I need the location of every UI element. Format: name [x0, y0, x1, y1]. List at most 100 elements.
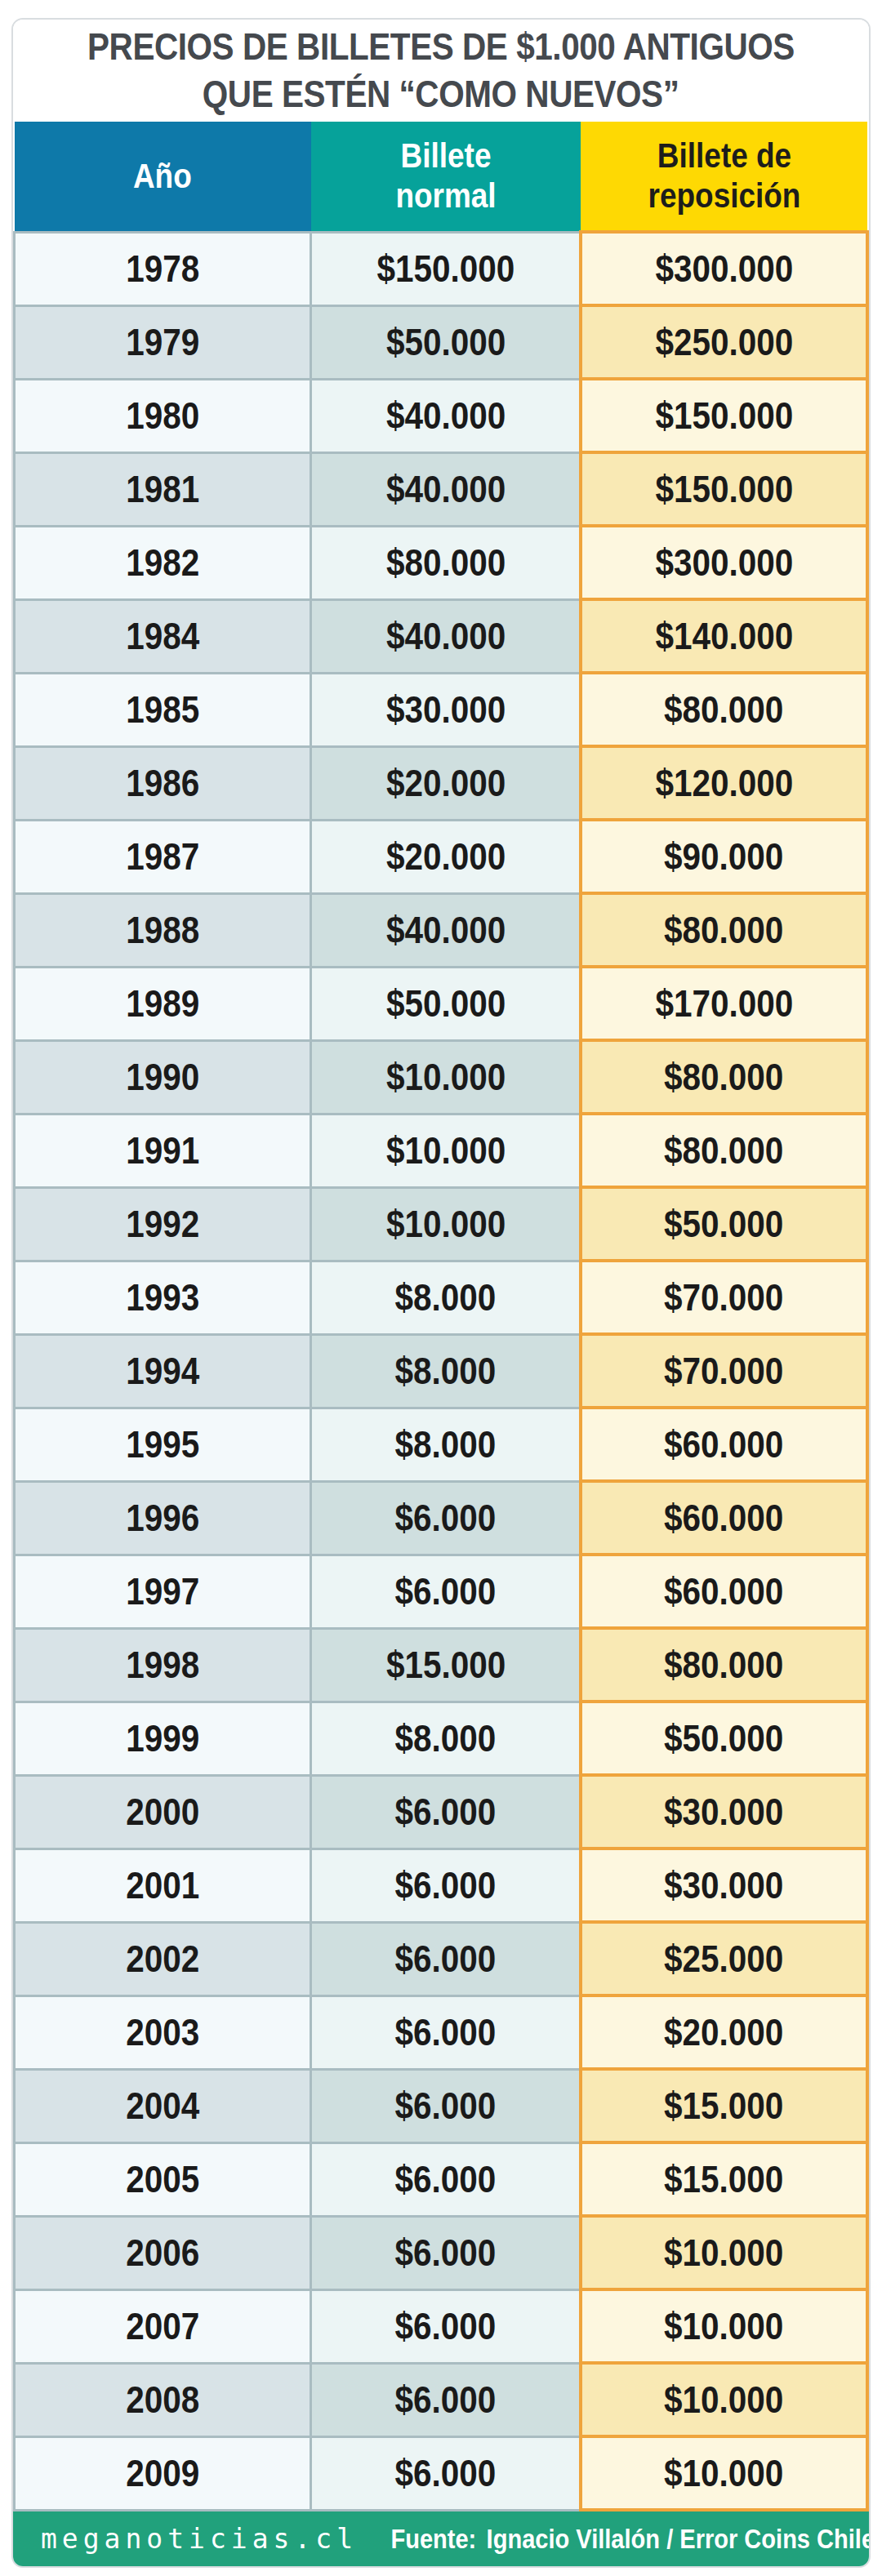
billete-normal-cell: $15.000 [311, 1628, 581, 1702]
billete-reposicion-value: $150.000 [655, 467, 793, 511]
billete-normal-cell: $6.000 [311, 1481, 581, 1555]
year-cell: 1990 [15, 1040, 311, 1114]
billete-normal-cell: $6.000 [311, 2069, 581, 2142]
table-row: 2004 $6.000 $15.000 [15, 2069, 868, 2142]
column-header-billete-reposicion-label: Billete de reposición [638, 136, 810, 216]
year-value: 1988 [126, 908, 199, 952]
table-row: 1994 $8.000 $70.000 [15, 1334, 868, 1408]
billete-normal-value: $6.000 [395, 1863, 497, 1907]
year-cell: 2006 [15, 2216, 311, 2289]
year-cell: 2004 [15, 2069, 311, 2142]
year-cell: 1998 [15, 1628, 311, 1702]
billete-normal-value: $8.000 [395, 1422, 497, 1466]
year-cell: 1982 [15, 526, 311, 599]
billete-normal-cell: $40.000 [311, 893, 581, 967]
billete-reposicion-cell: $300.000 [581, 232, 867, 305]
billete-reposicion-cell: $15.000 [581, 2142, 867, 2216]
column-header-billete-normal-label: Billete normal [367, 136, 525, 216]
billete-normal-cell: $8.000 [311, 1334, 581, 1408]
billete-normal-cell: $6.000 [311, 1555, 581, 1628]
billete-normal-value: $8.000 [395, 1716, 497, 1760]
billete-normal-cell: $6.000 [311, 2289, 581, 2363]
billete-reposicion-value: $90.000 [664, 834, 783, 879]
billete-normal-cell: $6.000 [311, 1922, 581, 1995]
billete-reposicion-value: $10.000 [664, 2231, 783, 2275]
year-value: 2005 [126, 2157, 199, 2201]
column-header-ano-label: Año [133, 157, 192, 196]
billete-normal-value: $30.000 [386, 687, 506, 732]
billete-reposicion-value: $70.000 [664, 1275, 783, 1319]
billete-normal-cell: $6.000 [311, 2436, 581, 2510]
table-row: 1985 $30.000 $80.000 [15, 673, 868, 746]
billete-reposicion-value: $50.000 [664, 1716, 783, 1760]
billete-normal-cell: $6.000 [311, 1995, 581, 2069]
billete-normal-cell: $80.000 [311, 526, 581, 599]
table-row: 2007 $6.000 $10.000 [15, 2289, 868, 2363]
billete-reposicion-value: $80.000 [664, 908, 783, 952]
footer-bar: meganoticias.cl Fuente:Ignacio Villalón … [13, 2511, 869, 2566]
billete-reposicion-value: $60.000 [664, 1569, 783, 1613]
billete-reposicion-cell: $60.000 [581, 1481, 867, 1555]
table-row: 1992 $10.000 $50.000 [15, 1187, 868, 1261]
billete-normal-cell: $50.000 [311, 305, 581, 379]
year-value: 1997 [126, 1569, 199, 1613]
billete-reposicion-cell: $15.000 [581, 2069, 867, 2142]
billete-normal-cell: $6.000 [311, 2142, 581, 2216]
page-title-text-1: PRECIOS DE BILLETES DE $1.000 ANTIGUOS [87, 24, 795, 71]
table-row: 1997 $6.000 $60.000 [15, 1555, 868, 1628]
year-cell: 1999 [15, 1702, 311, 1775]
billete-normal-cell: $8.000 [311, 1408, 581, 1481]
year-value: 1992 [126, 1202, 199, 1246]
billete-reposicion-cell: $60.000 [581, 1555, 867, 1628]
table-row: 1989 $50.000 $170.000 [15, 967, 868, 1040]
billete-reposicion-value: $20.000 [664, 2010, 783, 2054]
billete-normal-cell: $20.000 [311, 746, 581, 820]
billete-normal-value: $40.000 [386, 908, 506, 952]
year-value: 1996 [126, 1496, 199, 1540]
billete-reposicion-value: $60.000 [664, 1496, 783, 1540]
page-title-line-1: PRECIOS DE BILLETES DE $1.000 ANTIGUOS [39, 24, 843, 71]
billete-reposicion-cell: $10.000 [581, 2436, 867, 2510]
year-value: 2001 [126, 1863, 199, 1907]
billete-normal-cell: $20.000 [311, 820, 581, 893]
year-value: 1990 [126, 1055, 199, 1099]
billete-reposicion-cell: $10.000 [581, 2289, 867, 2363]
year-value: 1982 [126, 541, 199, 585]
year-value: 1981 [126, 467, 199, 511]
billete-normal-cell: $10.000 [311, 1040, 581, 1114]
year-cell: 1980 [15, 379, 311, 452]
source-label: Fuente: [390, 2524, 476, 2554]
year-cell: 1994 [15, 1334, 311, 1408]
source-value: Ignacio Villalón / Error Coins Chile [487, 2524, 871, 2554]
table-row: 1981 $40.000 $150.000 [15, 452, 868, 526]
billete-reposicion-cell: $120.000 [581, 746, 867, 820]
year-cell: 1992 [15, 1187, 311, 1261]
year-cell: 1981 [15, 452, 311, 526]
billete-normal-value: $6.000 [395, 1496, 497, 1540]
billete-reposicion-value: $10.000 [664, 2378, 783, 2422]
billete-reposicion-cell: $30.000 [581, 1775, 867, 1849]
billete-reposicion-cell: $50.000 [581, 1187, 867, 1261]
billete-reposicion-cell: $10.000 [581, 2216, 867, 2289]
year-value: 1980 [126, 394, 199, 438]
table-row: 2001 $6.000 $30.000 [15, 1849, 868, 1922]
table-row: 1982 $80.000 $300.000 [15, 526, 868, 599]
billete-normal-cell: $30.000 [311, 673, 581, 746]
year-value: 1978 [126, 247, 199, 291]
table-row: 1993 $8.000 $70.000 [15, 1261, 868, 1334]
billete-reposicion-cell: $80.000 [581, 1114, 867, 1187]
year-value: 2008 [126, 2378, 199, 2422]
billete-reposicion-cell: $80.000 [581, 673, 867, 746]
billete-normal-cell: $10.000 [311, 1114, 581, 1187]
year-value: 1989 [126, 981, 199, 1026]
billete-reposicion-cell: $300.000 [581, 526, 867, 599]
table-row: 1979 $50.000 $250.000 [15, 305, 868, 379]
billete-reposicion-cell: $60.000 [581, 1408, 867, 1481]
table-body: 1978 $150.000 $300.000 1979 $50.000 $250… [15, 232, 868, 2510]
year-cell: 1991 [15, 1114, 311, 1187]
billete-normal-cell: $150.000 [311, 232, 581, 305]
billete-reposicion-value: $70.000 [664, 1349, 783, 1393]
billete-normal-cell: $40.000 [311, 452, 581, 526]
billete-normal-value: $150.000 [376, 247, 514, 291]
billete-normal-value: $40.000 [386, 467, 506, 511]
